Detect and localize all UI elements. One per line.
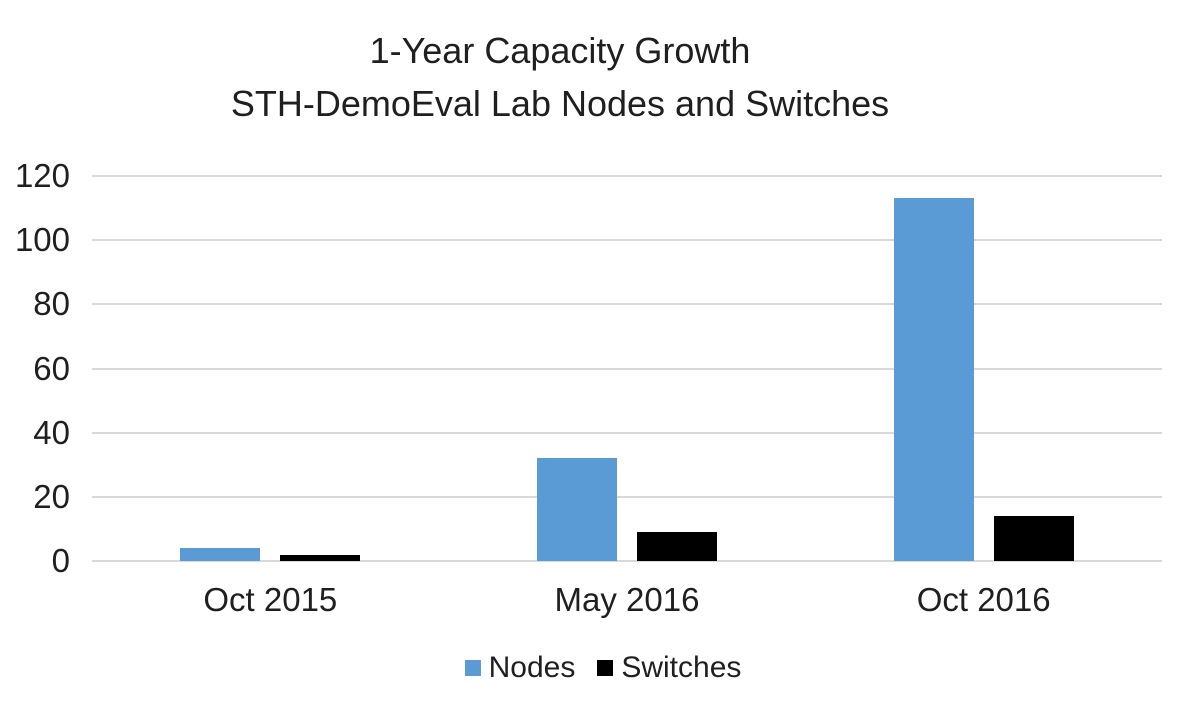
- bar-switches-oct-2016: [993, 516, 1074, 561]
- y-tick-label-0: 0: [51, 542, 70, 579]
- gridline-0: [92, 560, 1162, 562]
- legend-swatch-switches: [597, 660, 614, 676]
- chart-title: 1-Year Capacity Growth: [369, 30, 751, 71]
- legend-label-nodes: Nodes: [488, 651, 576, 684]
- bar-nodes-may-2016: [537, 458, 617, 561]
- y-tick-label-20: 20: [33, 477, 70, 515]
- y-tick-label-80: 80: [33, 285, 70, 323]
- gridline-40: [92, 431, 1162, 434]
- legend-item-switches: Switches: [597, 650, 741, 686]
- gridline-100: [92, 239, 1162, 242]
- bar-nodes-oct-2016: [893, 198, 974, 561]
- legend-swatch-nodes: [464, 660, 481, 676]
- y-tick-label-120: 120: [14, 157, 70, 194]
- gridline-120: [92, 175, 1162, 177]
- gridline-20: [92, 495, 1162, 498]
- x-category-label-oct-2015: Oct 2015: [203, 581, 338, 618]
- chart-subtitle: STH-DemoEval Lab Nodes and Switches: [230, 83, 890, 124]
- bar-switches-oct-2015: [280, 554, 361, 561]
- gridline-80: [92, 303, 1162, 306]
- y-tick-label-40: 40: [33, 413, 70, 451]
- legend-item-nodes: Nodes: [464, 650, 576, 686]
- legend: Nodes Switches: [14, 650, 1192, 686]
- gridline-60: [92, 367, 1162, 370]
- y-tick-label-100: 100: [14, 221, 70, 259]
- bar-nodes-oct-2015: [180, 548, 261, 561]
- chart-title-block: 1-Year Capacity Growth STH-DemoEval Lab …: [0, 24, 1120, 130]
- bar-switches-may-2016: [637, 532, 717, 561]
- x-category-label-oct-2016: Oct 2016: [916, 581, 1051, 618]
- y-tick-label-60: 60: [33, 349, 70, 387]
- legend-label-switches: Switches: [621, 651, 742, 684]
- x-category-label-may-2016: May 2016: [554, 581, 700, 618]
